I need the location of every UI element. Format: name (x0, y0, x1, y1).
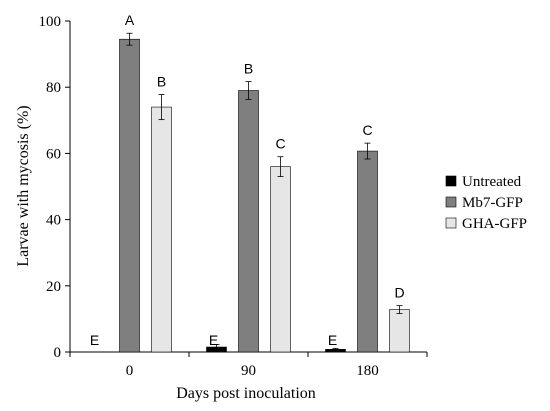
plot-area: 0 20 40 60 80 100 0 E A B 90 E B C 180 E C D (39, 12, 428, 379)
x-tick-label: 180 (356, 363, 379, 379)
y-tick-label: 20 (46, 279, 61, 295)
legend: Untreated Mb7-GFP GHA-GFP (445, 174, 527, 232)
significance-letter: E (328, 332, 337, 348)
bar (151, 106, 172, 353)
significance-letter: C (275, 136, 285, 152)
y-tick-label: 80 (46, 80, 61, 96)
significance-letter: E (209, 332, 218, 348)
bar (270, 166, 291, 353)
y-axis-title: Larvae with mycosis (%) (15, 105, 32, 266)
x-tick-label: 90 (241, 363, 256, 379)
significance-letter: D (394, 285, 404, 301)
significance-letter: B (157, 73, 166, 89)
x-axis-title: Days post inoculation (176, 385, 316, 402)
legend-label: Untreated (462, 174, 522, 190)
significance-letter: E (90, 332, 99, 348)
bar (238, 90, 259, 353)
bar (119, 38, 140, 353)
bar (357, 150, 378, 353)
x-tick-label: 0 (126, 363, 134, 379)
significance-letter: A (125, 12, 135, 28)
significance-letter: C (362, 122, 372, 138)
y-tick-label: 40 (46, 213, 61, 229)
legend-swatch (445, 196, 457, 208)
legend-swatch (445, 217, 457, 229)
y-tick-label: 60 (46, 146, 61, 162)
legend-label: Mb7-GFP (462, 195, 523, 211)
legend-label: GHA-GFP (462, 216, 527, 232)
significance-letter: B (244, 61, 253, 77)
legend-swatch (445, 175, 457, 187)
y-tick-label: 100 (39, 14, 62, 30)
bar (389, 309, 410, 353)
y-tick-label: 0 (54, 345, 62, 361)
